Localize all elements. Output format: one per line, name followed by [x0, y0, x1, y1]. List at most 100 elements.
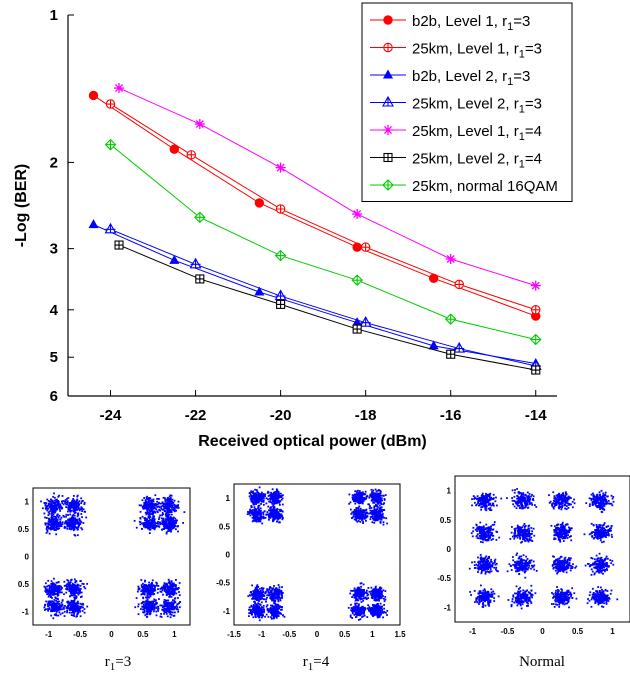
constellation-point	[350, 590, 352, 592]
constellation-point	[365, 509, 367, 511]
constellation-point	[134, 520, 136, 522]
constellation-point	[77, 529, 79, 531]
constellation-point	[173, 524, 175, 526]
constellation-point	[47, 508, 49, 510]
constellation-point	[44, 522, 46, 524]
constellation-point	[49, 510, 51, 512]
constellation-point	[154, 512, 156, 514]
constellation-point	[40, 500, 42, 502]
constellation-point	[352, 612, 354, 614]
constellation-point	[259, 619, 261, 621]
constellation-point	[55, 600, 57, 602]
constellation-point	[83, 586, 85, 588]
constellation-point	[53, 578, 55, 580]
constellation-point	[254, 594, 256, 596]
constellation-point	[256, 608, 258, 610]
constellation-point	[156, 614, 158, 616]
constellation-point	[282, 614, 284, 616]
constellation-point	[65, 516, 67, 518]
constellation-point	[75, 501, 77, 503]
constellation-point	[173, 615, 175, 617]
constellation-point	[57, 606, 59, 608]
constellation-point	[249, 496, 251, 498]
constellation-point	[70, 603, 72, 605]
constellation-point	[366, 496, 368, 498]
constellation-point	[169, 583, 171, 585]
constellation-point	[267, 506, 269, 508]
constellation-point	[350, 509, 352, 511]
constellation-point	[58, 517, 60, 519]
constellation-point	[271, 589, 273, 591]
constellation-point	[259, 517, 261, 519]
panel-x-tick-label: -1	[45, 630, 53, 639]
constellation-point	[77, 512, 79, 514]
constellation-point	[54, 603, 56, 605]
constellation-point	[170, 589, 172, 591]
constellation-point	[165, 521, 167, 523]
constellation-point	[158, 585, 160, 587]
constellation-point	[69, 502, 71, 504]
constellation-point	[69, 508, 71, 510]
constellation-point	[71, 614, 73, 616]
constellation-point	[172, 526, 174, 528]
constellation-point	[250, 490, 252, 492]
constellation-point	[146, 616, 148, 618]
constellation-point	[77, 534, 79, 536]
constellation-point	[145, 605, 147, 607]
constellation-point	[355, 520, 357, 522]
constellation-point	[171, 501, 173, 503]
constellation-point	[262, 496, 264, 498]
constellation-point	[46, 517, 48, 519]
constellation-point	[62, 523, 64, 525]
constellation-point	[69, 528, 71, 530]
constellation-point	[145, 517, 147, 519]
legend-label-text: 25km, Level 2, r	[412, 151, 519, 168]
constellation-point	[78, 593, 80, 595]
constellation-point	[163, 585, 165, 587]
constellation-point	[138, 613, 140, 615]
constellation-point	[171, 607, 173, 609]
constellation-point	[354, 611, 356, 613]
constellation-point	[355, 616, 357, 618]
constellation-point	[46, 510, 48, 512]
constellation-point	[156, 501, 158, 503]
constellation-point	[254, 605, 256, 607]
constellation-point	[176, 606, 178, 608]
constellation-point	[52, 608, 54, 610]
constellation-point	[249, 509, 251, 511]
constellation-point	[268, 509, 270, 511]
constellation-point	[354, 588, 356, 590]
marker	[352, 209, 362, 219]
constellation-point	[259, 610, 261, 612]
constellation-point	[174, 500, 176, 502]
constellation-point	[268, 592, 270, 594]
constellation-point	[77, 601, 79, 603]
constellation-point	[47, 580, 49, 582]
constellation-point	[54, 502, 56, 504]
constellation-point	[362, 499, 364, 501]
constellation-point	[162, 589, 164, 591]
constellation-point	[355, 514, 357, 516]
constellation-point	[64, 615, 66, 617]
constellation-point	[49, 602, 51, 604]
y-tick-label: 3	[50, 241, 58, 258]
constellation-point	[263, 493, 265, 495]
constellation-point	[58, 601, 60, 603]
constellation-point	[355, 606, 357, 608]
constellation-point	[80, 596, 82, 598]
constellation-point	[78, 526, 80, 528]
constellation-point	[80, 497, 82, 499]
constellation-point	[50, 499, 52, 501]
constellation-point	[50, 615, 52, 617]
constellation-point	[364, 493, 366, 495]
constellation-point	[256, 588, 258, 590]
constellation-point	[164, 506, 166, 508]
constellation-point	[273, 610, 275, 612]
constellation-point	[179, 606, 181, 608]
constellation-point	[150, 595, 152, 597]
constellation-point	[254, 493, 256, 495]
constellation-point	[49, 506, 51, 508]
constellation-point	[61, 602, 63, 604]
constellation-point	[73, 526, 75, 528]
